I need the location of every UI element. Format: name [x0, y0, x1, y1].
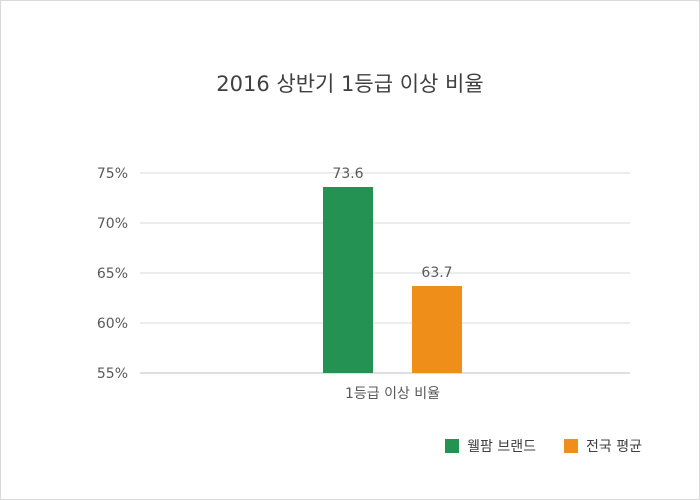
y-tick-label-65: 65%	[97, 266, 128, 282]
legend-swatch-series-1	[445, 439, 460, 453]
data-label-series-1: 73.6	[332, 166, 363, 182]
y-tick-label-55: 55%	[97, 366, 128, 382]
legend-label-series-2: 전국 평균	[586, 439, 642, 455]
chart-legend: 웰팜 브랜드 전국 평균	[445, 436, 642, 456]
bar-series-2	[412, 286, 462, 373]
y-tick-label-75: 75%	[97, 166, 128, 182]
data-label-series-2: 63.7	[421, 265, 452, 281]
legend-label-series-1: 웰팜 브랜드	[467, 439, 537, 455]
y-tick-label-70: 70%	[97, 216, 128, 232]
legend-item-series-2: 전국 평균	[564, 436, 642, 456]
bar-series-1	[323, 187, 373, 373]
chart-title: 2016 상반기 1등급 이상 비율	[216, 72, 484, 96]
y-tick-label-60: 60%	[97, 316, 128, 332]
x-category-label: 1등급 이상 비율	[345, 386, 440, 402]
legend-swatch-series-2	[564, 439, 579, 453]
legend-item-series-1: 웰팜 브랜드	[445, 436, 536, 456]
